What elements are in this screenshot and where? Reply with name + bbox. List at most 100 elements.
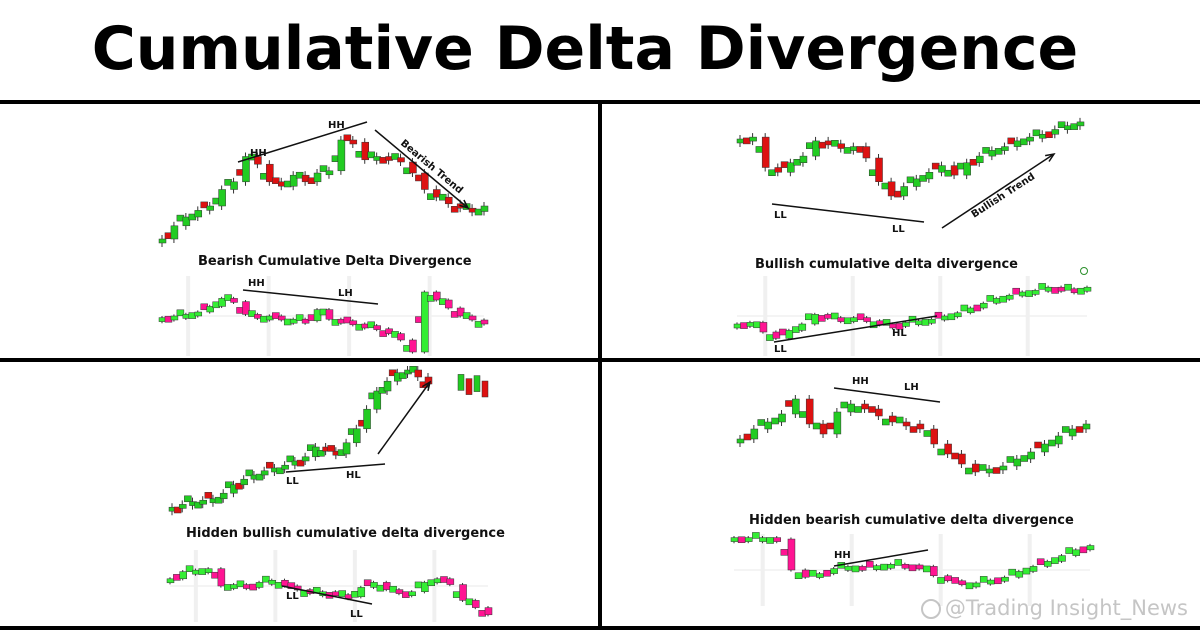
price-candle (750, 428, 759, 440)
price-candle (787, 162, 795, 173)
price-candle (286, 455, 295, 463)
delta-candle (236, 580, 245, 588)
price-candle (1020, 138, 1028, 146)
price-candle (342, 442, 351, 455)
delta-candle (301, 318, 310, 324)
weibo-icon (920, 599, 941, 619)
delta-candle (1077, 287, 1085, 295)
delta-candle (474, 321, 483, 328)
price-candle (913, 178, 921, 187)
delta-candle (262, 575, 270, 583)
delta-candle (218, 298, 226, 307)
delta-candle (217, 568, 226, 587)
delta-grid-band (427, 276, 432, 356)
bearish-trend-arrow-arrowhead (459, 199, 470, 210)
delta-candle (973, 304, 982, 312)
delta-candle (1018, 291, 1027, 297)
delta-candle (866, 560, 874, 568)
price-candle (843, 147, 852, 154)
price-candle (373, 390, 382, 410)
trend-label: Bullish Trend (970, 171, 1037, 220)
price-candle (847, 403, 855, 413)
price-candle (182, 216, 191, 227)
delta-candle (446, 578, 455, 585)
price-candle (799, 155, 808, 163)
price-candle (1001, 146, 1009, 151)
price-candle (840, 401, 849, 409)
delta-candle (792, 326, 800, 333)
price-candle (965, 467, 973, 475)
delta-candle (830, 568, 838, 574)
price-candle (992, 467, 1001, 474)
delta-candle (915, 564, 924, 570)
price-candle (480, 205, 489, 212)
delta-candle (211, 571, 219, 579)
price-candle (367, 151, 375, 159)
delta-candle (744, 537, 753, 542)
price-divergence-line (833, 387, 941, 403)
price-candle (837, 143, 845, 149)
delta-candle (295, 314, 304, 321)
delta-candle (204, 568, 213, 573)
frame-bottom-line (0, 626, 1200, 630)
price-label: HH (852, 376, 869, 387)
delta-candle (844, 566, 853, 571)
delta-candle (958, 580, 967, 586)
delta-candle (987, 579, 995, 585)
delta-candle (1079, 546, 1088, 554)
delta-candle (1008, 568, 1016, 576)
price-candle (173, 506, 182, 514)
panel-bullish-divergence: LL LL Bullish Trend LL HL Bullish cumulative… (602, 104, 1200, 358)
price-candle (414, 369, 423, 378)
delta-candle (779, 328, 787, 336)
price-candle (944, 169, 953, 177)
price-candle (894, 190, 902, 198)
price-candle (861, 403, 869, 410)
price-candle (951, 452, 959, 460)
delta-candle (882, 319, 891, 326)
delta-candle (370, 582, 378, 588)
delta-candle (830, 312, 839, 320)
price-candle (972, 463, 980, 473)
delta-candle (224, 294, 232, 301)
delta-candle (858, 566, 867, 571)
panel-caption: Bearish Cumulative Delta Divergence (198, 254, 472, 269)
price-candle (1064, 125, 1072, 130)
price-candle (909, 426, 918, 433)
price-candle (958, 453, 966, 465)
delta-candle (376, 584, 385, 592)
delta-candle (1025, 290, 1033, 297)
panel-hidden-bearish-divergence: HH LH HH Hidden bearish cumulative delta d… (602, 362, 1200, 626)
price-candle (761, 136, 770, 168)
price-candle (882, 418, 890, 426)
delta-candle (921, 319, 930, 326)
page-title: Cumulative Delta Divergence (91, 14, 1079, 84)
delta-candle (850, 317, 858, 322)
price-candle (812, 422, 821, 430)
trend-label: Bearish Trend (398, 138, 465, 196)
price-label: LL (774, 210, 787, 221)
price-candle (361, 141, 369, 161)
panel-bearish-divergence: HH HH Bearish Trend HH LH Bearish Cumulative… (0, 104, 598, 358)
delta-candle (373, 325, 381, 330)
bullish-chart-svg: LL LL Bullish Trend LL HL (733, 117, 1092, 356)
delta-candle (421, 582, 429, 593)
delta-candle (465, 598, 474, 606)
price-candle (409, 366, 417, 373)
price-candle (743, 433, 752, 441)
delta-label: LL (350, 609, 363, 620)
delta-candle (823, 569, 831, 577)
price-candle (902, 421, 911, 427)
hidden-bullish-trend-arrow-arrowhead (421, 380, 432, 391)
price-candle (749, 136, 757, 142)
price-label: HL (346, 470, 361, 481)
delta-candle (1064, 283, 1072, 291)
price-candle (1061, 426, 1070, 433)
price-candle (450, 206, 459, 213)
panel-caption: Hidden bearish cumulative delta divergen… (749, 513, 1074, 528)
delta-candle (805, 313, 813, 321)
delta-candle (733, 323, 742, 329)
delta-candle (873, 565, 881, 570)
price-candle (963, 162, 971, 176)
delta-candle (986, 295, 995, 302)
